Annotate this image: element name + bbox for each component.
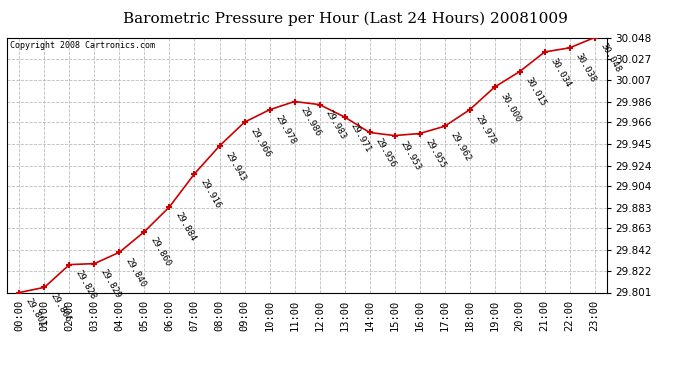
- Text: 29.884: 29.884: [174, 211, 197, 243]
- Text: 30.000: 30.000: [499, 91, 523, 124]
- Text: 29.978: 29.978: [474, 114, 497, 146]
- Text: 29.916: 29.916: [199, 178, 223, 210]
- Text: 29.983: 29.983: [324, 109, 348, 141]
- Text: 29.828: 29.828: [74, 269, 97, 301]
- Text: 29.806: 29.806: [48, 291, 72, 324]
- Text: 29.966: 29.966: [248, 126, 273, 159]
- Text: 30.048: 30.048: [599, 42, 623, 74]
- Text: 29.978: 29.978: [274, 114, 297, 146]
- Text: 30.038: 30.038: [574, 52, 598, 84]
- Text: 30.034: 30.034: [549, 56, 573, 88]
- Text: 29.986: 29.986: [299, 106, 323, 138]
- Text: 29.829: 29.829: [99, 268, 123, 300]
- Text: 29.801: 29.801: [23, 297, 48, 329]
- Text: 30.015: 30.015: [524, 76, 548, 108]
- Text: Barometric Pressure per Hour (Last 24 Hours) 20081009: Barometric Pressure per Hour (Last 24 Ho…: [123, 11, 567, 26]
- Text: 29.953: 29.953: [399, 140, 423, 172]
- Text: 29.860: 29.860: [148, 236, 172, 268]
- Text: 29.955: 29.955: [424, 138, 448, 170]
- Text: 29.962: 29.962: [448, 130, 473, 163]
- Text: 29.840: 29.840: [124, 256, 148, 289]
- Text: 29.971: 29.971: [348, 121, 373, 154]
- Text: 29.943: 29.943: [224, 150, 248, 183]
- Text: Copyright 2008 Cartronics.com: Copyright 2008 Cartronics.com: [10, 41, 155, 50]
- Text: 29.956: 29.956: [374, 136, 397, 169]
